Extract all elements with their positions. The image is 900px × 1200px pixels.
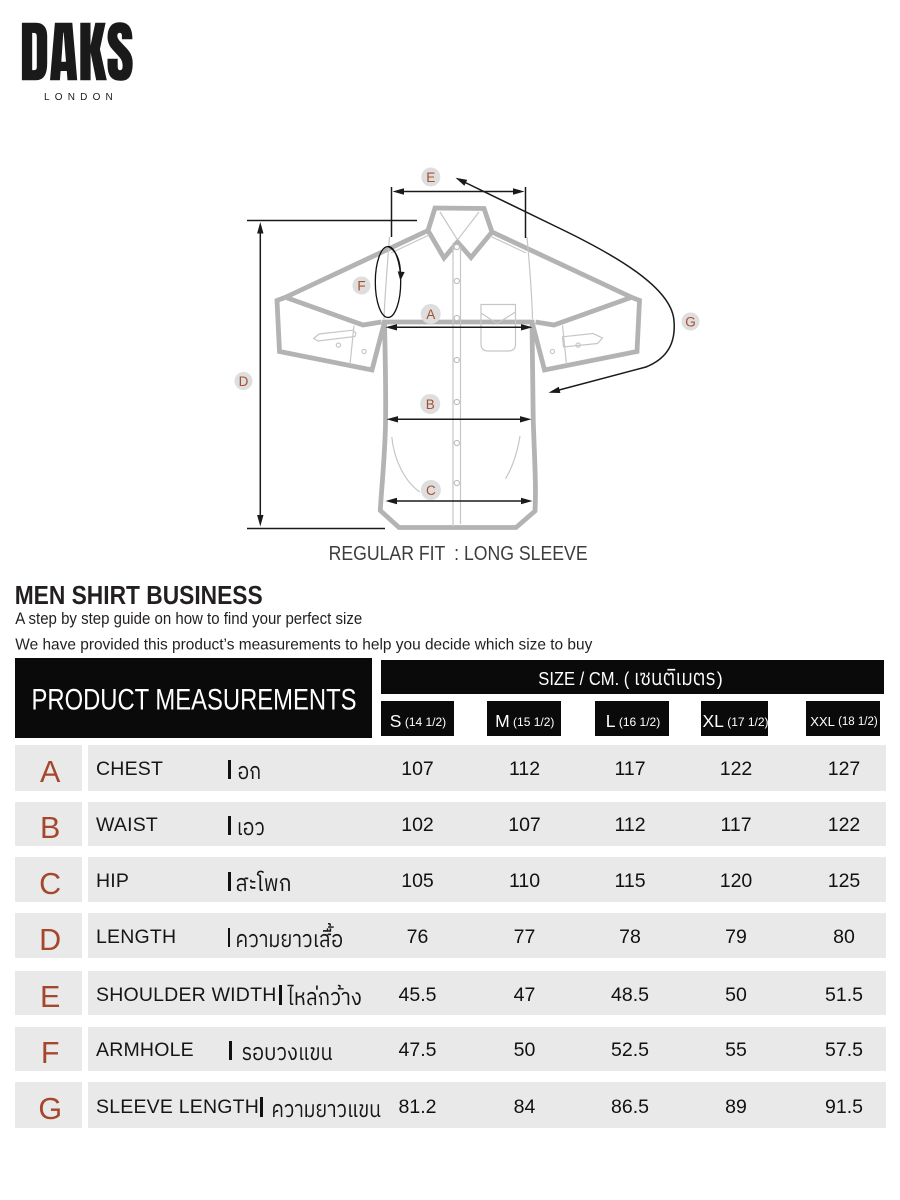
svg-text:): )	[717, 669, 723, 689]
svg-text:We have provided this product’: We have provided this product’s measurem…	[15, 637, 592, 654]
svg-text:A step by step guide on how to: A step by step guide on how to find your…	[15, 610, 362, 628]
svg-text:PRODUCT MEASUREMENTS: PRODUCT MEASUREMENTS	[32, 684, 357, 717]
svg-text:G: G	[685, 314, 696, 329]
svg-text:MEN SHIRT BUSINESS: MEN SHIRT BUSINESS	[15, 582, 263, 610]
svg-text:REGULAR FIT : LONG SLEEVE: REGULAR FIT : LONG SLEEVE	[329, 542, 588, 565]
svg-text:C: C	[426, 483, 436, 498]
svg-text:SIZE / CM. (: SIZE / CM. (	[538, 669, 629, 689]
svg-text:D: D	[239, 374, 249, 389]
svg-text:A: A	[426, 307, 435, 322]
svg-text:F: F	[357, 278, 365, 293]
svg-text:E: E	[426, 170, 435, 185]
svg-text:B: B	[426, 397, 435, 412]
